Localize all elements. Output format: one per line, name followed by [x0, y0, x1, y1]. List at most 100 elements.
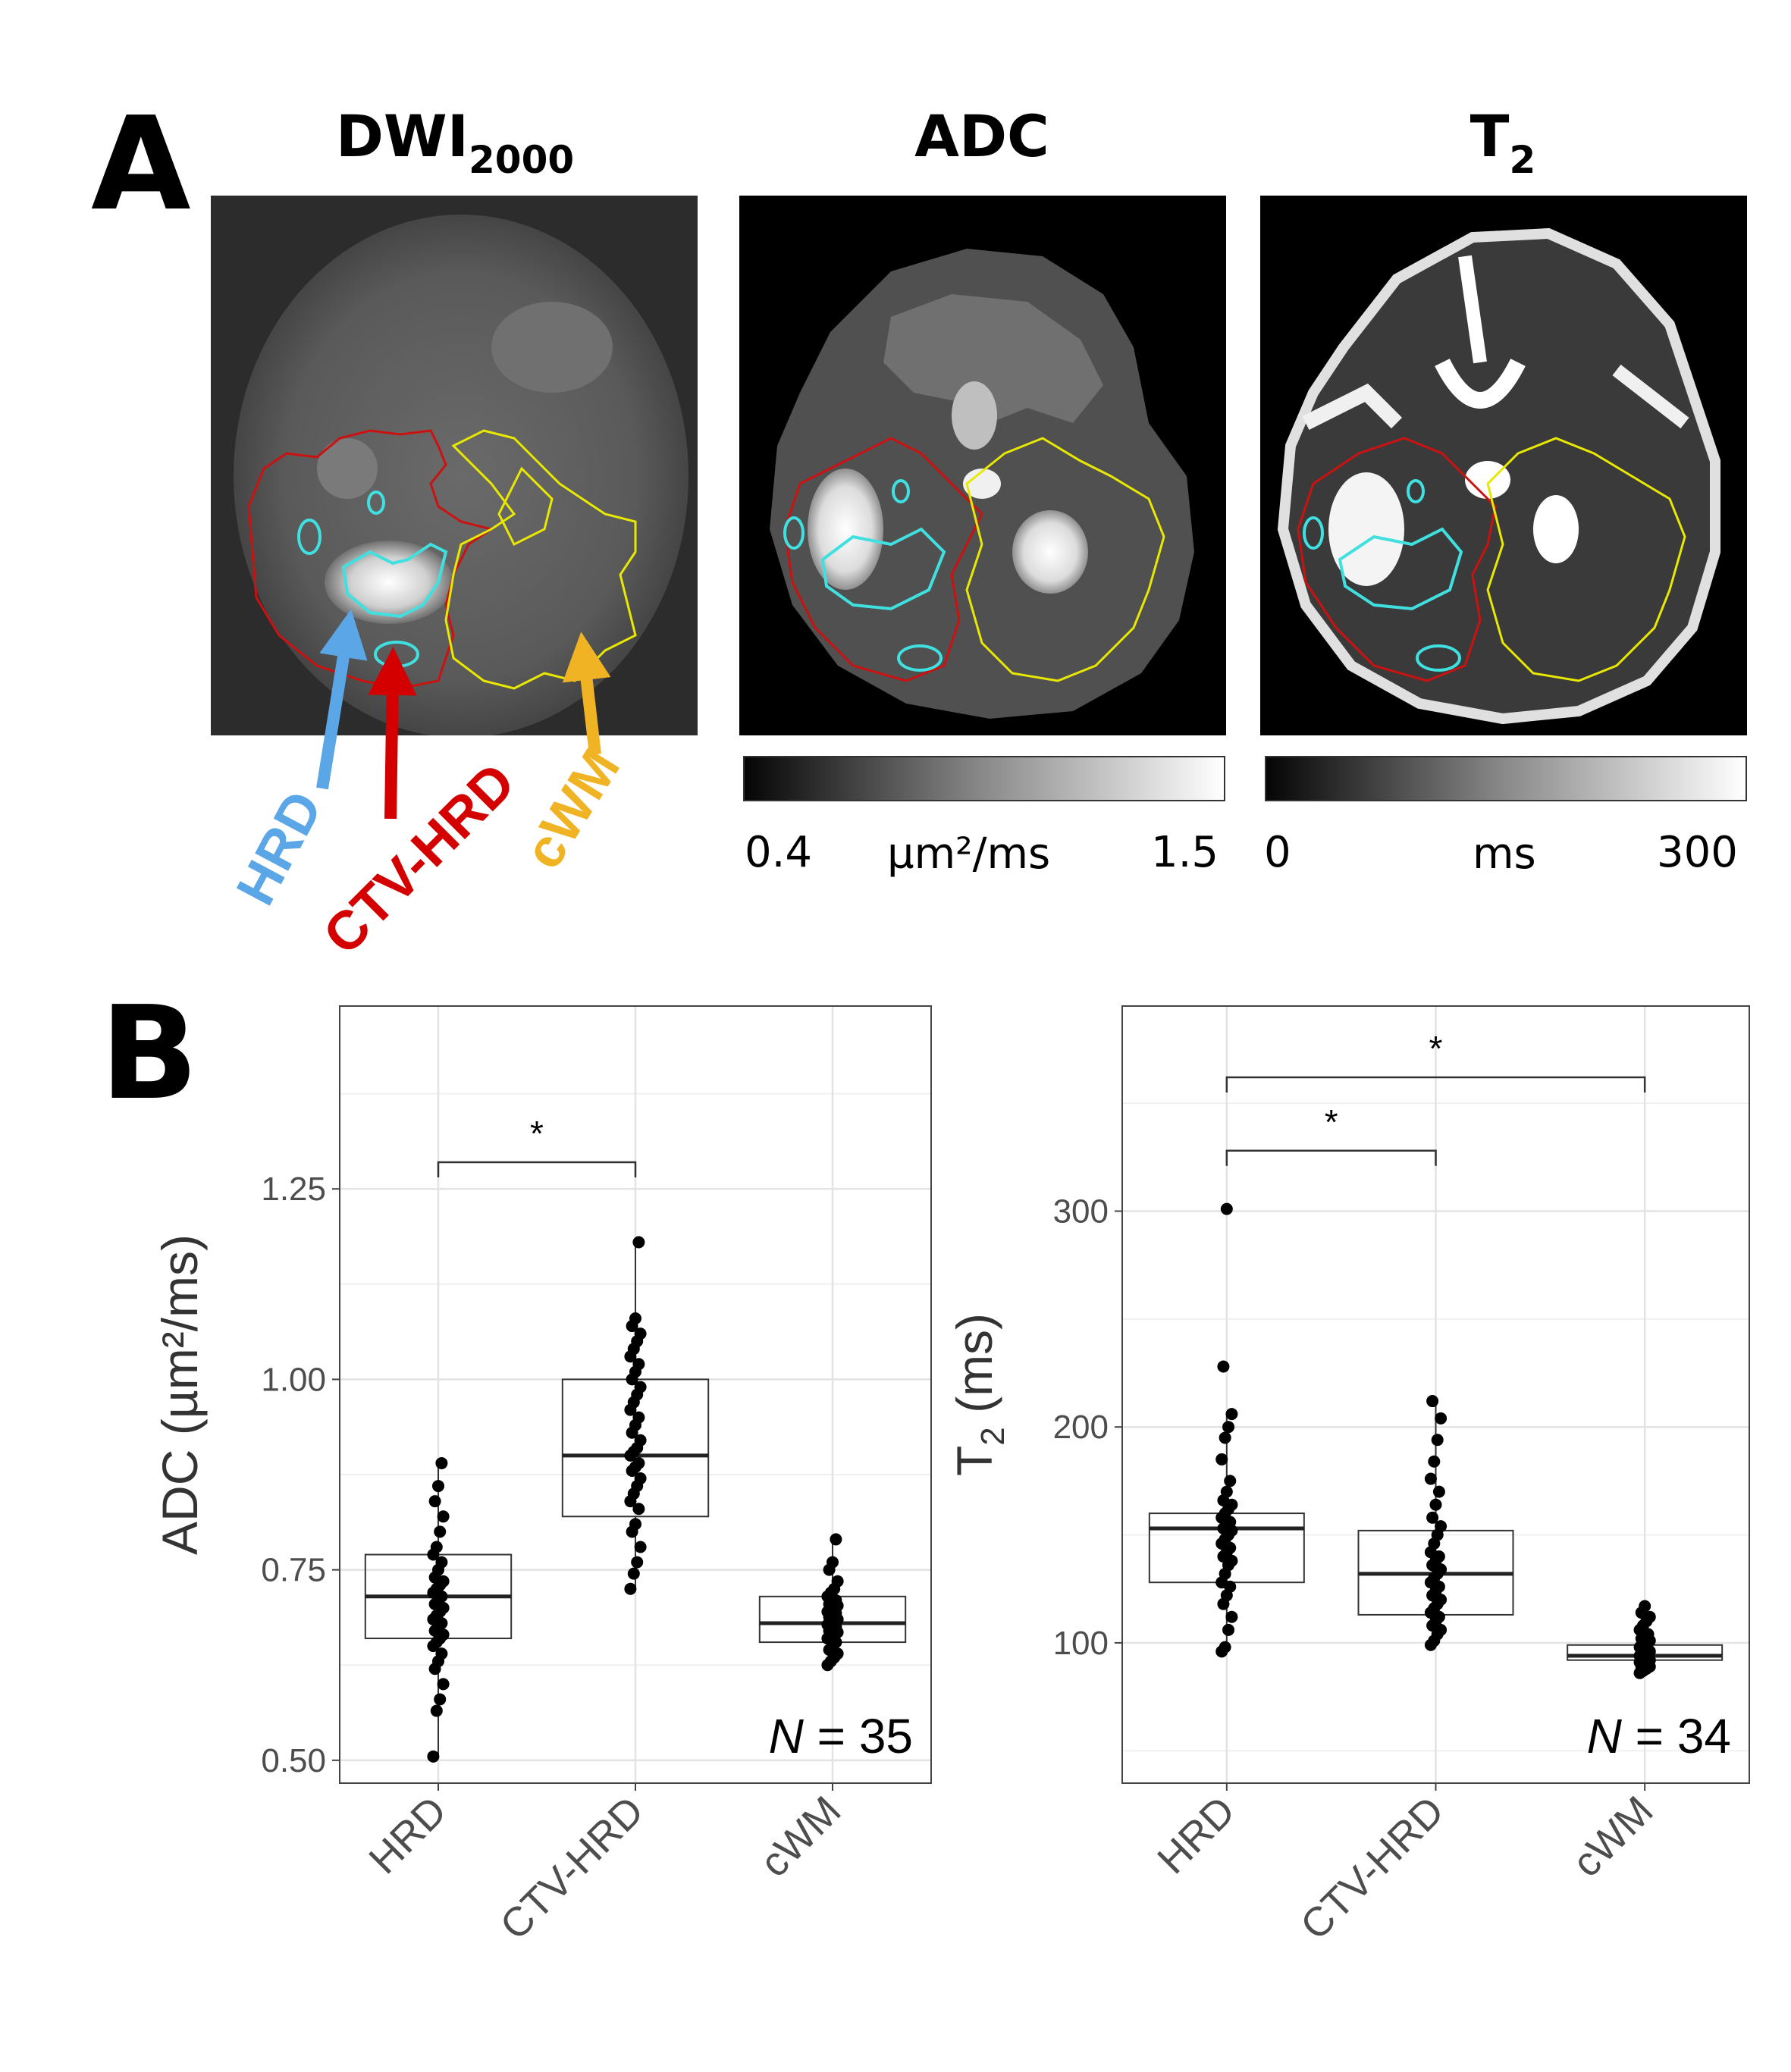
x-tick-label: CTV-HRD: [1292, 1788, 1453, 1948]
data-point: [435, 1647, 448, 1660]
data-point: [434, 1693, 447, 1706]
data-point: [632, 1358, 645, 1371]
x-tick-label: HRD: [360, 1788, 455, 1882]
data-point: [1639, 1600, 1651, 1613]
dwi-title-sub: 2000: [469, 138, 575, 182]
t2-title-main: T: [1469, 102, 1510, 170]
data-point: [434, 1525, 447, 1538]
data-point: [830, 1533, 842, 1546]
x-tick-label: HRD: [1149, 1788, 1244, 1882]
data-point: [432, 1480, 444, 1493]
data-point: [632, 1411, 645, 1424]
data-point: [430, 1704, 443, 1717]
t2-colorbar-max: 300: [1657, 828, 1738, 877]
adc-image-content: [770, 249, 1194, 719]
adc-colorbar: [743, 756, 1225, 801]
data-point: [1426, 1395, 1439, 1408]
t2-boxplot: 100 200 300 HRD CTV-HRD cWM T2 (ms) * * N = 34: [946, 1005, 1750, 1948]
t2-image: [1260, 196, 1747, 735]
y-axis-label: ADC (µm²/ms): [152, 1234, 208, 1555]
adc-title: ADC: [739, 102, 1225, 170]
data-point: [437, 1678, 450, 1691]
y-tick-label: 0.75: [261, 1552, 326, 1589]
adc-title-main: ADC: [914, 102, 1049, 170]
significance-bracket: [1225, 1076, 1646, 1092]
data-point: [1220, 1202, 1233, 1215]
t2-title-sub: 2: [1509, 138, 1536, 182]
t2-title: T2: [1260, 102, 1746, 182]
y-tick-label: 300: [1053, 1193, 1109, 1230]
ctv-hrd-label: CTV-HRD: [312, 752, 527, 967]
data-point: [632, 1236, 645, 1249]
dwi-title: DWI2000: [212, 102, 698, 182]
data-point: [1225, 1408, 1238, 1421]
data-point: [428, 1495, 441, 1508]
hrd-label: HRD: [225, 782, 334, 914]
ctv-hrd-arrow: [368, 647, 417, 820]
dwi-hrd-contour-small-2: [367, 491, 385, 515]
data-point: [1222, 1421, 1235, 1434]
data-point: [1215, 1453, 1228, 1465]
panel-b-letter: B: [100, 979, 199, 1129]
significance-star: *: [1325, 1102, 1338, 1142]
adc-colorbar-unit: µm²/ms: [887, 829, 1051, 879]
cwm-arrow: [562, 632, 611, 755]
n-annotation: N = 34: [1587, 1709, 1731, 1763]
dwi-image: [211, 196, 698, 735]
significance-star: *: [1429, 1029, 1443, 1068]
data-point: [1219, 1431, 1231, 1444]
data-point: [629, 1518, 641, 1531]
data-point: [1428, 1455, 1441, 1468]
data-point: [634, 1472, 647, 1485]
t2-ctv-contour: [1297, 437, 1497, 682]
data-point: [1435, 1520, 1448, 1533]
y-tick-label: 200: [1053, 1409, 1109, 1446]
t2-image-content: [1277, 227, 1720, 725]
data-point: [1426, 1511, 1439, 1524]
y-tick-label: 1.00: [261, 1361, 326, 1398]
data-point: [437, 1510, 450, 1523]
data-point: [631, 1556, 644, 1569]
x-tick-label: CTV-HRD: [491, 1788, 652, 1948]
t2-hrd-contour-small-2: [1407, 479, 1425, 503]
data-point: [435, 1556, 448, 1569]
data-point: [1432, 1485, 1445, 1498]
data-point: [1219, 1641, 1231, 1654]
data-point: [634, 1381, 647, 1393]
data-point: [430, 1541, 443, 1553]
roi-arrows: HRD CTV-HRD cWM: [225, 609, 632, 967]
data-point: [629, 1312, 641, 1325]
adc-ctv-contour: [783, 437, 983, 682]
significance-star: *: [530, 1114, 544, 1153]
hrd-arrow: [316, 609, 368, 790]
data-point: [1225, 1610, 1238, 1623]
adc-cwm-contour: [965, 437, 1165, 682]
x-tick-label: cWM: [1564, 1788, 1661, 1885]
data-point: [1222, 1623, 1235, 1636]
n-annotation: N = 35: [769, 1709, 913, 1763]
adc-boxplot: 0.50 0.75 1.00 1.25 HRD CTV-HRD cWM ADC (µm²/ms…: [152, 1005, 932, 1948]
adc-hrd-contour-small-2: [892, 479, 910, 503]
data-point: [632, 1503, 645, 1516]
data-point: [1220, 1485, 1233, 1498]
data-point: [826, 1556, 839, 1569]
t2-hrd-contour-small-3: [1416, 644, 1461, 672]
adc-colorbar-min: 0.4: [745, 828, 813, 877]
data-point: [831, 1575, 844, 1588]
t2-colorbar-unit: ms: [1473, 829, 1536, 879]
data-point: [427, 1750, 440, 1763]
adc-hrd-contour-small-3: [897, 644, 943, 672]
data-point: [1429, 1498, 1442, 1511]
adc-image: [739, 196, 1226, 735]
panel-a-letter: A: [91, 89, 191, 240]
adc-hrd-contour-small-1: [783, 516, 805, 550]
dwi-hrd-contour-small-1: [297, 519, 322, 555]
data-point: [1424, 1472, 1437, 1485]
data-point: [624, 1582, 637, 1595]
t2-cwm-contour: [1486, 437, 1686, 682]
significance-bracket: [437, 1161, 637, 1178]
t2-colorbar-min: 0: [1264, 828, 1291, 877]
dwi-title-main: DWI: [335, 102, 469, 170]
cwm-label: cWM: [513, 739, 632, 879]
data-point: [1217, 1360, 1230, 1373]
